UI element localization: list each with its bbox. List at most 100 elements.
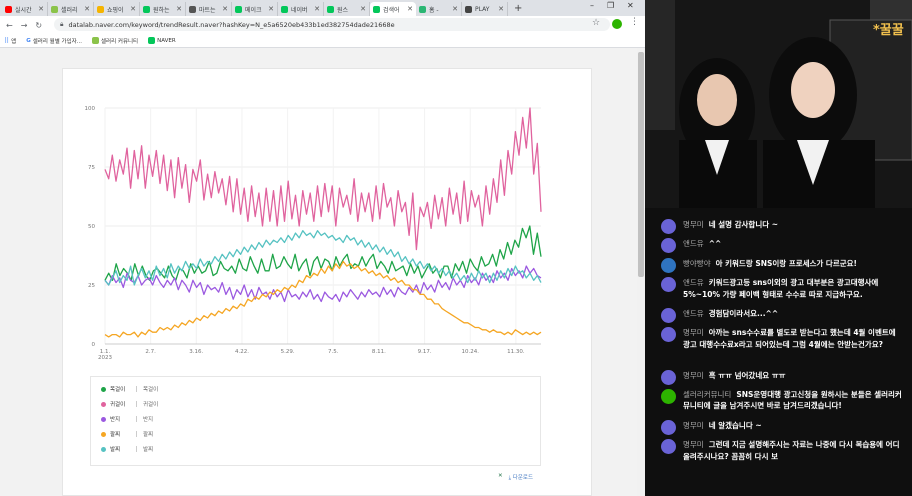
new-tab-icon[interactable]: + <box>514 2 523 14</box>
browser-tab[interactable]: 원스 ✕ <box>324 2 370 16</box>
tab-favicon-icon <box>51 5 58 13</box>
legend-item[interactable]: 반지 반지 <box>101 415 153 423</box>
address-url: datalab.naver.com/keyword/trendResult.na… <box>68 20 395 29</box>
y-tick-label: 50 <box>88 224 95 230</box>
trend-chart: 100 75 50 25 01.1. 2023 2.7. 3.16. 4.22. 5.29. 7.5… <box>85 106 542 361</box>
browser-tab[interactable]: 셀러리 ✕ <box>48 2 94 16</box>
x-tick-label: 9.17. <box>418 349 432 355</box>
chat-author: 명무미 <box>683 370 704 380</box>
legend-swatch <box>101 431 106 437</box>
legend-key: 팔찌 <box>110 432 121 438</box>
tab-close-icon[interactable]: ✕ <box>452 5 458 13</box>
browser-tab[interactable]: 홈 - ✕ <box>416 2 462 16</box>
browser-tab[interactable]: 실시간 ✕ <box>2 2 48 16</box>
chat-avatar <box>661 369 676 385</box>
series-line-귀걸이 <box>104 107 542 251</box>
back-icon[interactable]: ← <box>6 20 13 30</box>
legend-item[interactable]: 발찌 발찌 <box>101 445 153 453</box>
legend-key: 귀걸이 <box>110 402 126 408</box>
download-link[interactable]: ⤓ 다운로드 <box>508 475 534 481</box>
chat-author: 앤드유 <box>683 309 704 318</box>
browser-tab[interactable]: PLAY ✕ <box>462 2 508 16</box>
tab-close-icon[interactable]: ✕ <box>176 5 182 13</box>
tab-close-icon[interactable]: ✕ <box>407 5 413 13</box>
tab-close-icon[interactable]: ✕ <box>84 5 90 13</box>
chat-author: 셀러리커뮤니티 <box>683 390 732 399</box>
bookmark-star-icon[interactable]: ☆ <box>592 18 601 28</box>
x-tick-label: 5.29. <box>281 349 295 355</box>
legend-key: 발찌 <box>110 447 121 453</box>
browser-tab[interactable]: 쇼핑이 ✕ <box>94 2 140 16</box>
forward-icon[interactable]: → <box>20 20 28 30</box>
tab-title: 홈 - <box>429 6 439 14</box>
tab-favicon-icon <box>327 5 334 13</box>
legend-key: 목걸이 <box>110 387 126 393</box>
browser-tab[interactable]: 네이버 ✕ <box>278 2 324 16</box>
legend-item[interactable]: 귀걸이 귀걸이 <box>101 400 158 408</box>
bookmark-item[interactable]: G 셀러리 월별 가입자... <box>26 37 82 45</box>
minimize-icon[interactable]: – <box>590 1 594 10</box>
series-line-반지 <box>104 265 542 303</box>
chat-text: 그런데 지금 설명해주시는 자료는 나중에 다시 복습용에 어디 올려주시나요?… <box>683 440 900 461</box>
bookmark-item[interactable]: 셀러리 커뮤니티 <box>91 37 138 45</box>
tab-close-icon[interactable]: ✕ <box>222 5 228 13</box>
address-bar[interactable]: 🔒︎ datalab.naver.com/keyword/trendResult… <box>54 18 610 31</box>
legend-item[interactable]: 목걸이 목걸이 <box>101 385 158 393</box>
chat-message: 명무미 아까는 sns수수료를 별도로 받는다고 했는데 4월 이벤트에 광고 대… <box>661 327 905 350</box>
tab-close-icon[interactable]: ✕ <box>360 5 366 13</box>
excel-icon[interactable]: ✕ <box>498 473 503 479</box>
tab-title: 검색어 <box>383 6 400 14</box>
chat-text: 네 설명 감사합니다 ~ <box>708 220 779 229</box>
legend-swatch <box>101 446 106 452</box>
x-tick-label: 7.5. <box>328 349 339 355</box>
chat-text: 경험담이라서요...^^ <box>708 309 779 318</box>
chat-message: 명무미 네 설명 감사합니다 ~ <box>661 219 905 234</box>
legend-swatch <box>101 386 106 392</box>
tab-close-icon[interactable]: ✕ <box>38 5 44 13</box>
legend-value: 귀걸이 <box>143 402 159 408</box>
legend-swatch <box>101 416 106 422</box>
series-line-목걸이 <box>104 225 542 281</box>
chat-author: 명무미 <box>683 220 704 229</box>
chat-text: 흑 ㅠㅠ 넘어갔네요 ㅠㅠ <box>708 370 786 380</box>
chat-author: 명무미 <box>683 328 704 338</box>
tab-favicon-icon <box>5 5 12 13</box>
menu-kebab-icon[interactable]: ⋮ <box>630 17 639 27</box>
page-scrollbar-thumb[interactable] <box>638 52 644 277</box>
bookmark-item[interactable]: NAVER <box>148 37 176 44</box>
profile-avatar[interactable] <box>612 19 622 29</box>
tab-title: 실시간 <box>15 6 32 14</box>
tab-favicon-icon <box>189 5 196 13</box>
tab-close-icon[interactable]: ✕ <box>130 5 136 13</box>
browser-tab[interactable]: 원하는 ✕ <box>140 2 186 16</box>
legend-divider <box>136 401 137 407</box>
close-window-icon[interactable]: ✕ <box>627 1 634 10</box>
tab-favicon-icon <box>143 5 150 13</box>
tab-close-icon[interactable]: ✕ <box>498 5 504 13</box>
browser-tab[interactable]: 메이크 ✕ <box>232 2 278 16</box>
restore-icon[interactable]: ❐ <box>607 1 615 10</box>
legend-item[interactable]: 팔찌 팔찌 <box>101 430 153 438</box>
legend-value: 발찌 <box>143 447 154 453</box>
tab-close-icon[interactable]: ✕ <box>268 5 274 13</box>
chat-avatar <box>661 419 676 435</box>
chat-author: 명무미 <box>683 420 704 430</box>
reload-icon[interactable]: ↻ <box>35 20 43 30</box>
chat-text: 네 알겠습니다 ~ <box>708 420 762 430</box>
chat-avatar <box>661 439 676 455</box>
tab-favicon-icon <box>373 5 380 13</box>
bookmark-apps[interactable]: ⠿ 앱 <box>4 36 17 45</box>
browser-tab[interactable]: 마트는 ✕ <box>186 2 232 16</box>
chat-message: 빵야빵야 아 키워드랑 SNS이랑 프로세스가 다르군요! <box>661 257 905 273</box>
tab-favicon-icon <box>419 5 426 13</box>
tab-close-icon[interactable]: ✕ <box>314 5 320 13</box>
x-tick-label: 1.1. 2023 <box>98 349 112 361</box>
chat-message: 앤드유 키워드광고등 sns이외의 광고 대부분은 광고대행사에 5%~10% 가… <box>661 277 905 300</box>
tab-title: 원스 <box>337 6 349 14</box>
chat-message: 명무미 네 알겠습니다 ~ <box>661 419 905 435</box>
browser-tab[interactable]: 검색어 ✕ <box>370 2 416 16</box>
series-line-발찌 <box>104 230 542 286</box>
tab-title: 쇼핑이 <box>107 6 124 14</box>
